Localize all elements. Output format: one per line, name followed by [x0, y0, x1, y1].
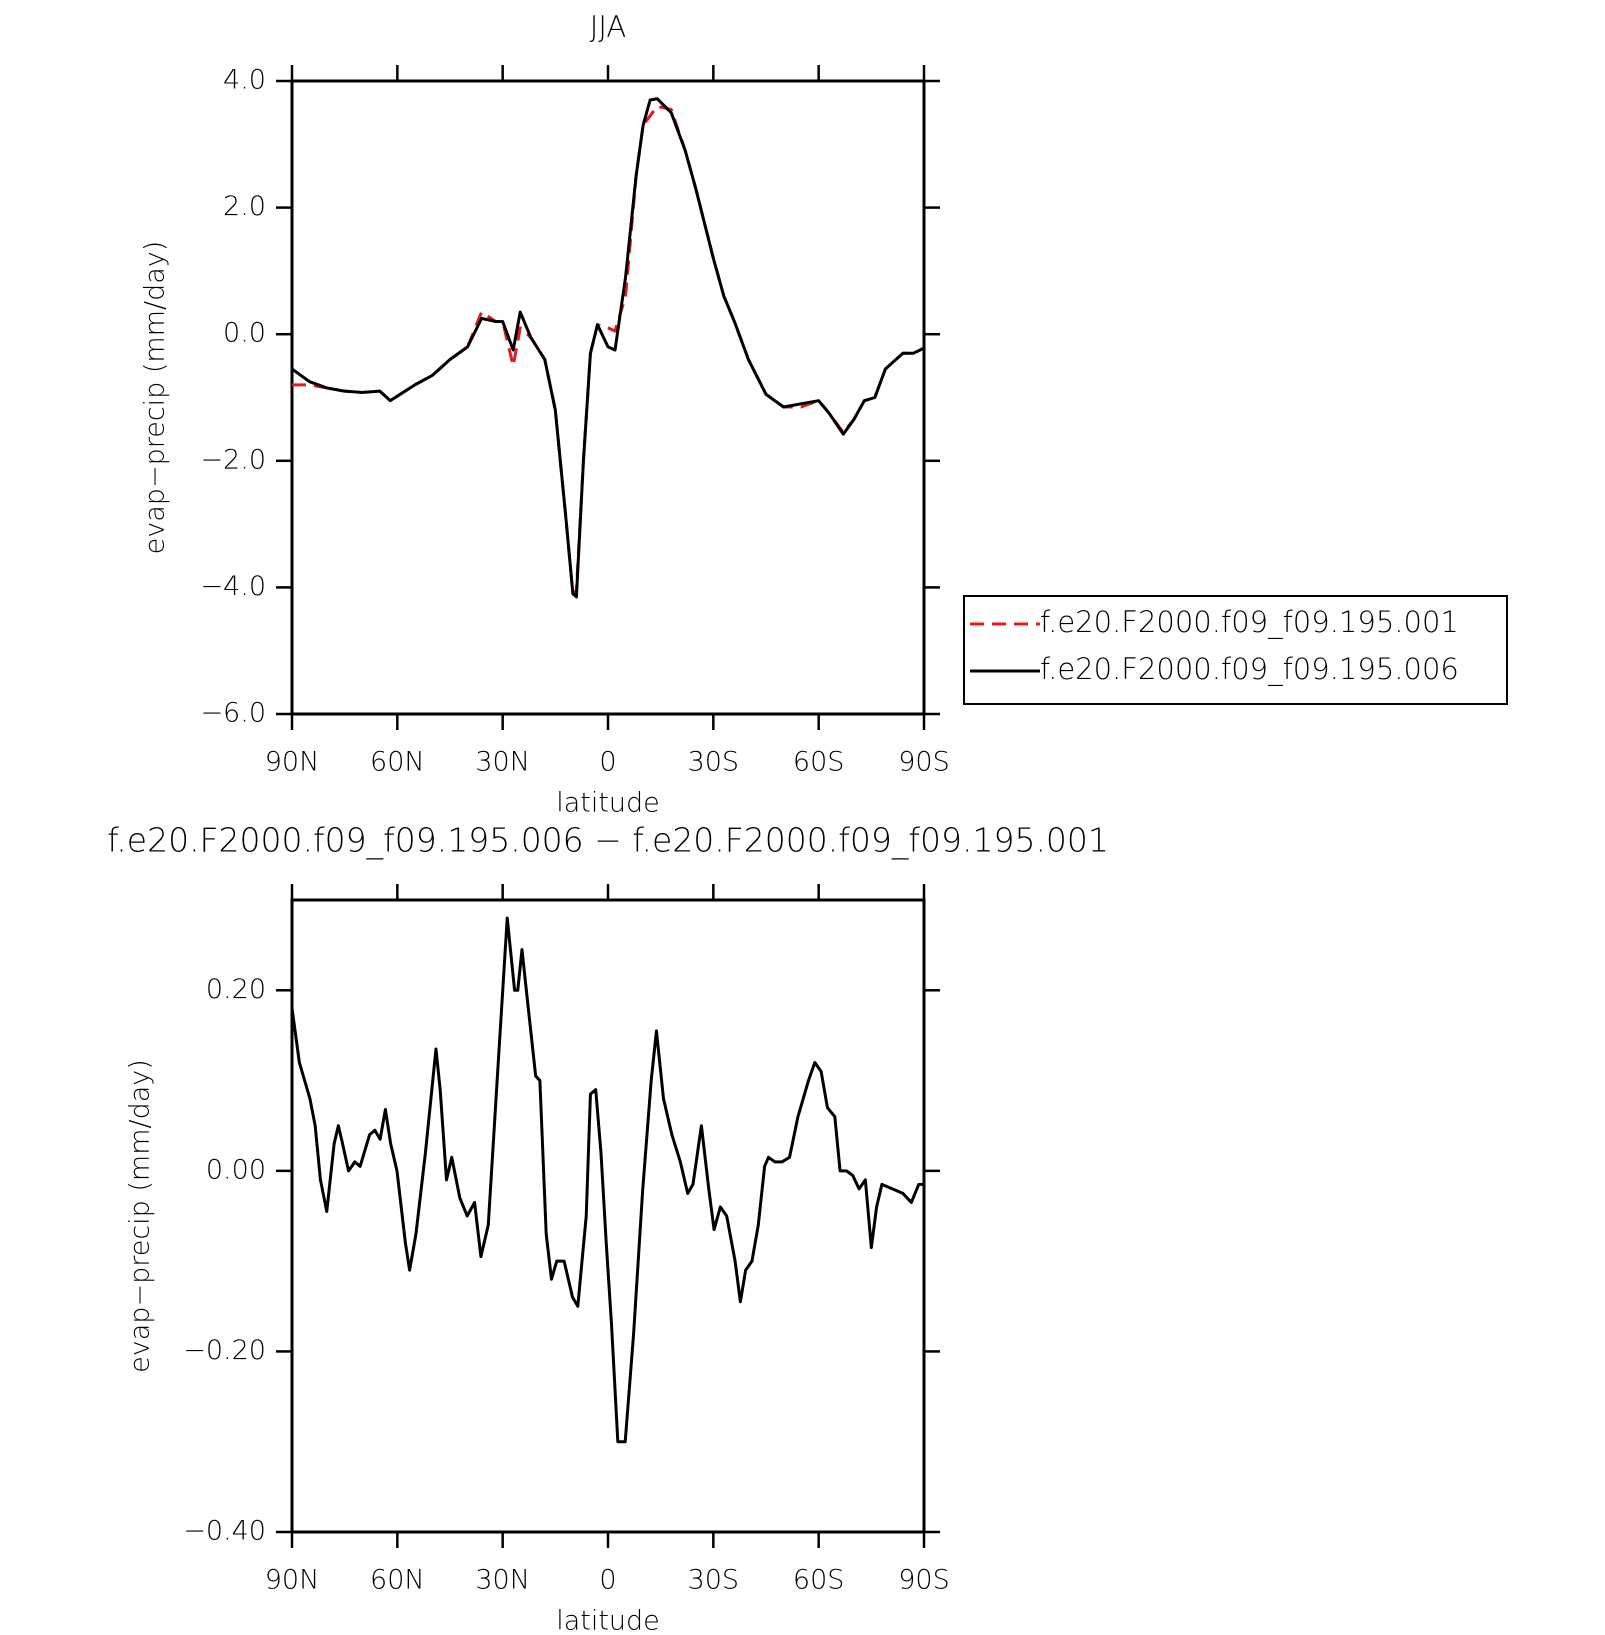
data-line [292, 916, 924, 1444]
y-tick-label: −0.40 [183, 1516, 266, 1547]
x-tick-label: 30N [475, 747, 530, 778]
y-tick-label: 4.0 [223, 65, 266, 96]
x-tick-label: 60N [370, 1565, 425, 1596]
y-tick-label: 0.00 [206, 1154, 266, 1185]
y-tick-label: 0.0 [223, 318, 266, 349]
y-tick-label: −2.0 [200, 444, 266, 475]
x-tick-label: 0 [599, 1565, 616, 1596]
x-tick-label: 90S [898, 1565, 950, 1596]
chart-title: JJA [590, 10, 626, 44]
legend: f.e20.F2000.f09_f09.195.001 f.e20.F2000.f… [963, 595, 1508, 705]
x-axis-label: latitude [556, 788, 660, 819]
x-tick-label: 60N [370, 747, 425, 778]
legend-label: f.e20.F2000.f09_f09.195.001 [1040, 605, 1459, 640]
y-tick-label: −6.0 [200, 698, 266, 729]
data-line [292, 97, 924, 599]
x-tick-label: 30S [688, 747, 740, 778]
x-tick-label: 90N [265, 747, 320, 778]
panel: JJA 90N 60N 30N 0 30S 60S 90S 4.0 2.0 0.0 −2.0 −4.0 −… [140, 10, 1508, 819]
x-tick-label: 90S [898, 747, 950, 778]
x-tick-label: 30N [475, 1565, 530, 1596]
x-tick-label: 30S [688, 1565, 740, 1596]
y-axis-label: evap−precip (mm/day) [125, 1059, 156, 1373]
y-tick-label: −4.0 [200, 571, 266, 602]
legend-label: f.e20.F2000.f09_f09.195.006 [1040, 652, 1459, 687]
legend-box [963, 595, 1508, 705]
data-line [292, 104, 924, 596]
x-tick-label: 60S [793, 1565, 845, 1596]
x-tick-label: 60S [793, 747, 845, 778]
y-tick-label: −0.20 [183, 1335, 266, 1366]
panel: f.e20.F2000.f09_f09.195.006 − f.e20.F200… [107, 821, 1109, 1635]
plot-frame [290, 898, 926, 1534]
y-tick-label: 0.20 [206, 974, 266, 1005]
x-tick-label: 0 [599, 747, 616, 778]
y-tick-label: 2.0 [223, 191, 266, 222]
y-axis-label: evap−precip (mm/day) [140, 241, 171, 555]
chart-title: f.e20.F2000.f09_f09.195.006 − f.e20.F200… [107, 821, 1109, 861]
x-tick-label: 90N [265, 1565, 320, 1596]
x-axis-label: latitude [556, 1606, 660, 1635]
